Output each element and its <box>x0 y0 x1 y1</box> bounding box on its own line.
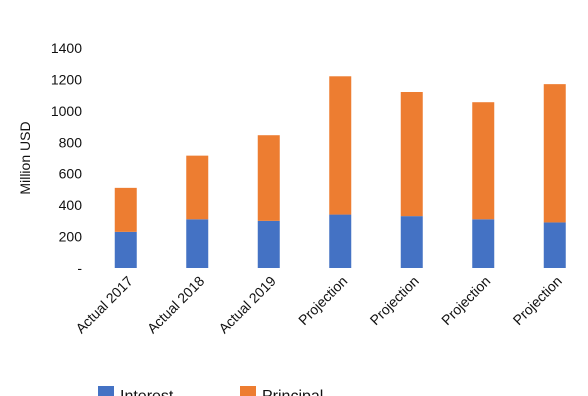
bar-principal <box>186 155 209 220</box>
y-tick-label: 600 <box>59 166 83 182</box>
bar-interest <box>400 216 423 268</box>
y-tick-label: 800 <box>59 134 83 150</box>
y-tick-label: 1000 <box>51 103 82 119</box>
y-axis-title: Million USD <box>17 121 33 194</box>
legend-label-interest: Interest <box>120 388 174 396</box>
bar-principal <box>400 92 423 217</box>
bar-principal <box>114 187 137 232</box>
bar-principal <box>329 76 352 215</box>
bar-principal <box>543 84 566 223</box>
bar-interest <box>543 222 566 268</box>
y-tick-label: 400 <box>59 197 83 213</box>
y-tick-label: 1400 <box>51 40 82 56</box>
y-tick-label: 200 <box>59 229 83 245</box>
bar-interest <box>472 219 495 268</box>
legend-swatch-interest <box>98 386 114 396</box>
legend-label-principal: Principal <box>262 388 323 396</box>
bar-interest <box>329 214 352 268</box>
x-tick-label: Projection <box>438 273 493 328</box>
x-tick-label: Actual 2017 <box>72 273 136 337</box>
x-tick-label: Actual 2018 <box>144 273 208 337</box>
bars <box>114 76 566 268</box>
x-tick-label: Projection <box>510 273 565 328</box>
bar-principal <box>257 135 280 221</box>
legend: Interest Principal <box>98 386 323 396</box>
bar-interest <box>114 231 137 268</box>
y-tick-label: 1200 <box>51 71 82 87</box>
y-tick-label: - <box>77 260 82 276</box>
legend-swatch-principal <box>240 386 256 396</box>
y-axis: Million USD - 200 400 600 800 1000 1200 1400 <box>17 40 82 276</box>
x-tick-label: Actual 2019 <box>215 273 279 337</box>
bar-interest <box>186 219 209 268</box>
x-tick-label: Projection <box>295 273 350 328</box>
bar-principal <box>472 102 495 220</box>
x-axis: Actual 2017 Actual 2018 Actual 2019 Project… <box>72 273 565 337</box>
x-tick-label: Projection <box>367 273 422 328</box>
bar-interest <box>257 220 280 268</box>
